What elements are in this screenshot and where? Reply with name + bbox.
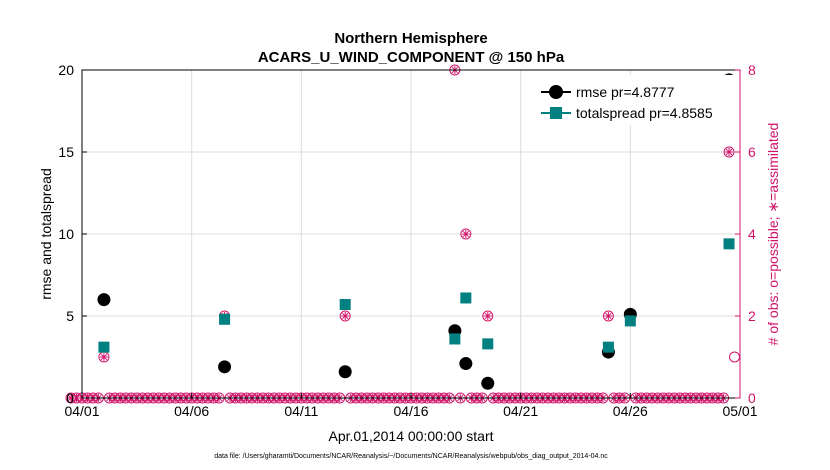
legend-box	[532, 75, 737, 125]
y-left-tick-label: 15	[58, 144, 74, 160]
legend-rmse-label: rmse pr=4.8777	[576, 84, 675, 100]
obs-possible-marker	[723, 146, 735, 158]
chart-title-line1: Northern Hemisphere	[334, 30, 487, 47]
chart-title-line2: ACARS_U_WIND_COMPONENT @ 150 hPa	[258, 49, 565, 66]
y-axis-label-right: # of obs: o=possible; ∗=assimilated	[765, 123, 781, 346]
y-left-tick-label: 10	[58, 226, 74, 242]
legend-totalspread-marker	[550, 107, 562, 119]
y-left-tick-label: 5	[66, 308, 74, 324]
data-file-footnote: data file: /Users/gharamti/Documents/NCA…	[214, 453, 608, 460]
y-left-tick-label: 20	[58, 62, 74, 78]
totalspread-point	[624, 315, 636, 327]
rmse-point	[338, 365, 352, 379]
totalspread-point	[602, 341, 614, 353]
y-right-tick-label: 0	[748, 390, 756, 406]
legend: rmse pr=4.8777 totalspread pr=4.8585	[532, 75, 737, 125]
totalspread-point	[723, 238, 735, 250]
y-axis-label-left: rmse and totalspread	[38, 168, 54, 300]
obs-possible-marker	[339, 310, 351, 322]
x-tick-label: 04/01	[64, 403, 99, 419]
rmse-point	[481, 376, 495, 390]
totalspread-point	[460, 292, 472, 304]
x-tick-label: 04/11	[284, 403, 318, 419]
y-right-tick-label: 6	[748, 144, 756, 160]
obs-possible-marker	[460, 228, 472, 240]
obs-possible-marker	[602, 310, 614, 322]
totalspread-point	[98, 341, 110, 353]
rmse-point	[459, 357, 473, 371]
rmse-point	[218, 360, 232, 374]
obs-assimilated-marker	[483, 312, 492, 320]
totalspread-point	[339, 299, 351, 311]
x-axis-label: Apr.01,2014 00:00:00 start	[328, 428, 493, 444]
totalspread-series	[98, 238, 735, 353]
y-right-tick-label: 4	[748, 226, 756, 242]
axes: 04/01 04/06 04/11 04/16 04/21 04/26 05/0105101…	[58, 62, 757, 419]
x-tick-label: 04/26	[613, 403, 648, 419]
obs-assimilated-marker	[461, 230, 470, 238]
rmse-point	[97, 293, 111, 307]
obs-possible-marker	[482, 310, 494, 322]
y-left-tick-label: 0	[66, 390, 74, 406]
legend-totalspread-label: totalspread pr=4.8585	[576, 105, 713, 121]
rmse-series	[97, 73, 736, 390]
y-right-tick-label: 8	[748, 62, 756, 78]
totalspread-point	[449, 333, 461, 345]
x-tick-label: 04/16	[393, 403, 428, 419]
x-tick-label: 04/06	[174, 403, 209, 419]
obs-assimilated-marker	[341, 312, 350, 320]
legend-rmse-marker	[549, 85, 563, 99]
totalspread-point	[219, 313, 231, 325]
totalspread-point	[482, 338, 494, 350]
y-right-tick-label: 2	[748, 308, 756, 324]
x-tick-label: 04/21	[503, 403, 538, 419]
obs-assimilated-marker	[99, 353, 108, 361]
obs-assimilated-marker	[725, 148, 734, 156]
x-tick-label: 05/01	[722, 403, 757, 419]
obs-assimilated-marker	[604, 312, 613, 320]
